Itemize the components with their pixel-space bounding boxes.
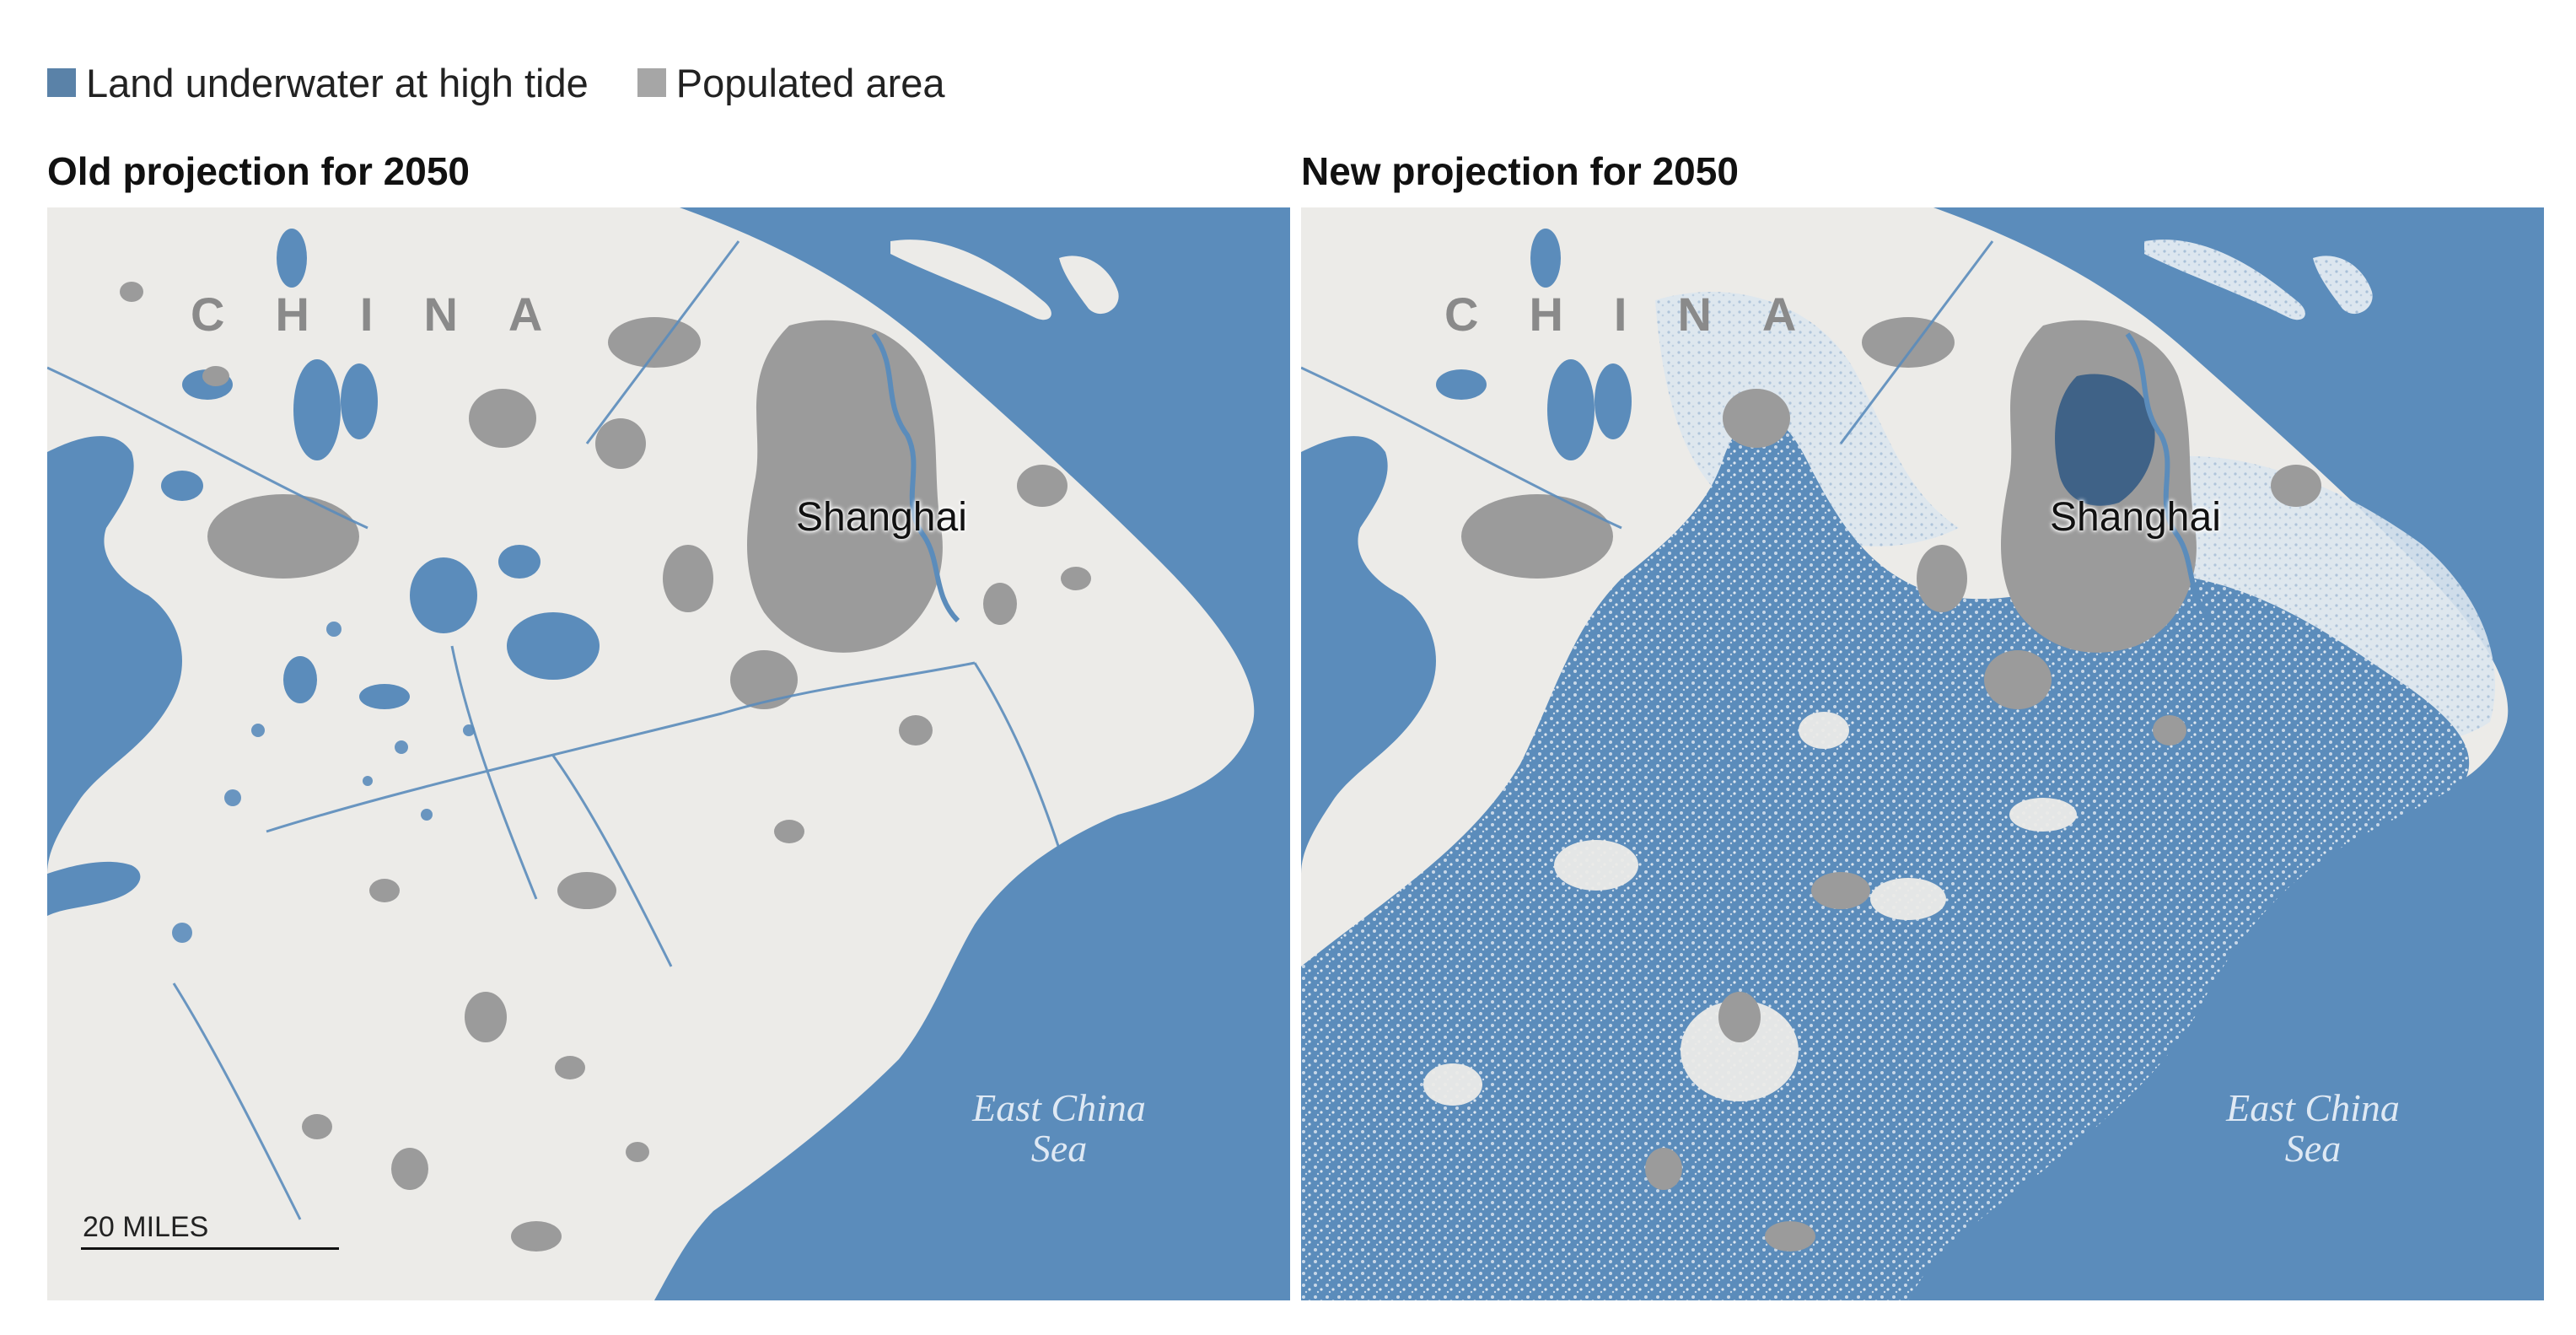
map-old-svg <box>47 207 1290 1300</box>
country-label-new: CHINA <box>1444 288 1847 341</box>
city-label-new: Shanghai <box>2050 495 2221 540</box>
legend-label-populated: Populated area <box>675 60 945 105</box>
sea-label-new: East China Sea <box>2161 1088 2465 1169</box>
country-label-old: CHINA <box>191 288 594 341</box>
sea-label-new-line1: East China <box>2226 1086 2400 1129</box>
shanghai-flooded-core <box>2055 374 2155 506</box>
panel-title-old: Old projection for 2050 <box>47 149 470 193</box>
scale-line <box>81 1247 339 1250</box>
populated-swatch <box>637 68 666 97</box>
map-new-svg <box>1301 207 2544 1300</box>
flooded-swatch <box>47 68 76 97</box>
sea-label-old-line2: Sea <box>1030 1127 1088 1170</box>
legend-item-flooded: Land underwater at high tide <box>47 60 589 106</box>
legend-label-flooded: Land underwater at high tide <box>86 60 589 105</box>
sea-label-old: East China Sea <box>907 1088 1211 1169</box>
taihu-lake <box>47 436 182 874</box>
scale-label: 20 MILES <box>83 1211 209 1243</box>
land-mass <box>47 207 1255 1300</box>
map-legend: Land underwater at high tide Populated a… <box>47 57 994 108</box>
sea-label-old-line1: East China <box>972 1086 1146 1129</box>
city-label-old: Shanghai <box>796 495 967 540</box>
huangpu-river <box>871 332 960 623</box>
panel-title-new: New projection for 2050 <box>1301 149 1739 193</box>
map-old-projection: CHINA Shanghai East China Sea 20 MILES <box>47 207 1290 1300</box>
map-new-projection: CHINA Shanghai East China Sea <box>1301 207 2544 1300</box>
flooded-area <box>1301 416 2470 1300</box>
legend-item-populated: Populated area <box>637 60 945 106</box>
scale-bar: 20 MILES <box>81 1211 339 1250</box>
sea-label-new-line2: Sea <box>2284 1127 2342 1170</box>
